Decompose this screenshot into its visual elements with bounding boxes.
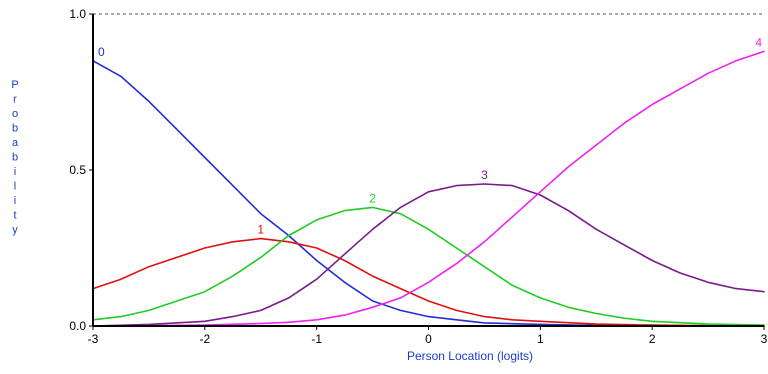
y-tick-label: 0.5 xyxy=(69,163,86,177)
y-axis-title-letter: t xyxy=(13,210,16,222)
curve-labels-layer: 0 1 2 3 4 xyxy=(98,35,762,236)
y-axis-title-letter: y xyxy=(12,224,18,236)
x-tick-label: 3 xyxy=(761,332,768,346)
x-tick-label: 0 xyxy=(425,332,432,346)
curves-layer xyxy=(92,50,765,327)
y-axis-title-letter: r xyxy=(13,94,17,106)
x-tick-label: -3 xyxy=(88,332,99,346)
y-axis-title-letter: b xyxy=(12,152,18,164)
curve-category-2 xyxy=(92,206,765,326)
axes-layer xyxy=(92,14,764,327)
y-axis-title-letter: P xyxy=(11,79,18,91)
y-axis-title-letter: i xyxy=(14,195,16,207)
x-tick-label: 1 xyxy=(537,332,544,346)
curve-label-2: 2 xyxy=(369,191,376,205)
curve-label-4: 4 xyxy=(755,35,762,49)
y-tick-label: 0.0 xyxy=(69,319,86,333)
y-axis-title-letter: o xyxy=(12,108,18,120)
y-axis-title-letter: l xyxy=(14,181,16,193)
y-tick-label: 1.0 xyxy=(69,7,86,21)
y-axis-title-letter: a xyxy=(12,137,19,149)
curve-category-3 xyxy=(92,183,765,327)
x-tick-label: -1 xyxy=(311,332,322,346)
y-axis-title-letter: i xyxy=(14,166,16,178)
x-tick-label: -2 xyxy=(199,332,210,346)
curve-category-4 xyxy=(92,50,765,327)
ticks-layer: -3 -2 -1 0 1 2 3 0.0 0.5 1.0 xyxy=(69,7,767,346)
curve-label-3: 3 xyxy=(481,168,488,182)
curve-label-0: 0 xyxy=(98,45,105,59)
x-axis-title: Person Location (logits) xyxy=(407,349,533,363)
y-axis-title-letter: b xyxy=(12,123,18,135)
curve-label-1: 1 xyxy=(257,223,264,237)
x-tick-label: 2 xyxy=(649,332,656,346)
curve-category-0 xyxy=(92,60,765,327)
curve-category-1 xyxy=(92,237,765,327)
